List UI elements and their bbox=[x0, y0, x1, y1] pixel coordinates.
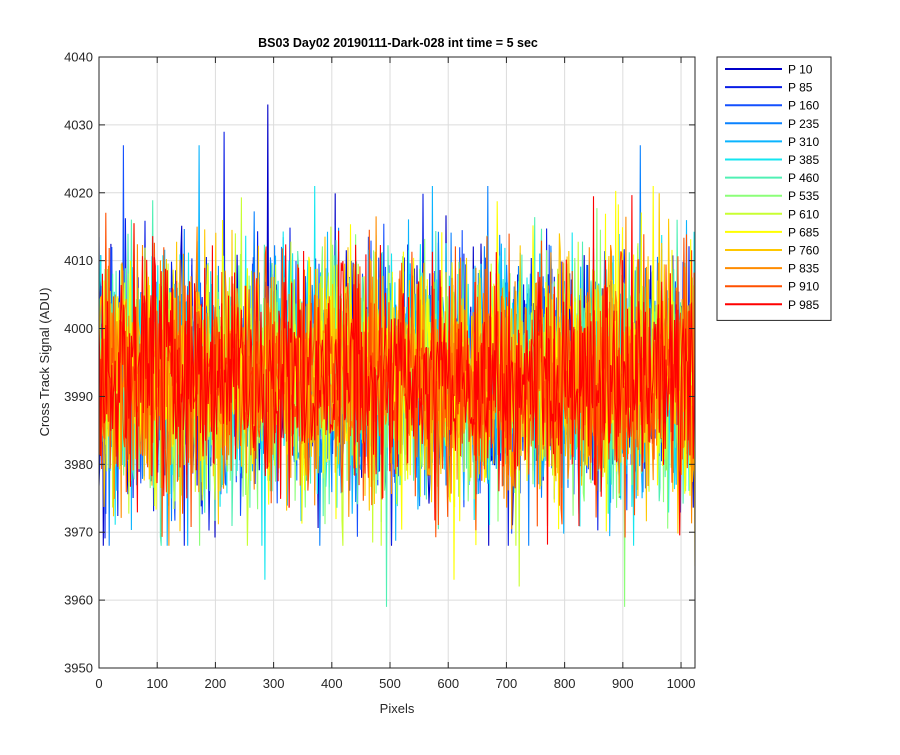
plot-border bbox=[98, 56, 696, 669]
x-tick-label: 0 bbox=[95, 676, 102, 691]
legend-label: P 535 bbox=[788, 189, 819, 203]
legend-label: P 235 bbox=[788, 117, 819, 131]
x-tick-label: 900 bbox=[612, 676, 634, 691]
y-axis-label: Cross Track Signal (ADU) bbox=[37, 288, 52, 437]
y-tick-label: 4040 bbox=[64, 50, 93, 65]
legend-label: P 460 bbox=[788, 171, 819, 185]
legend-label: P 85 bbox=[788, 81, 813, 95]
x-tick-label: 100 bbox=[146, 676, 168, 691]
legend-label: P 685 bbox=[788, 225, 819, 239]
x-tick-label: 1000 bbox=[667, 676, 696, 691]
x-axis-label: Pixels bbox=[380, 701, 415, 716]
y-tick-label: 4010 bbox=[64, 253, 93, 268]
chart-title: BS03 Day02 20190111-Dark-028 int time = … bbox=[258, 36, 538, 50]
legend: P 10 P 85 P 160 P 235 P 310 P 385 P 460 P 535 P … bbox=[716, 56, 832, 321]
x-tick-label: 400 bbox=[321, 676, 343, 691]
x-tick-label: 500 bbox=[379, 676, 401, 691]
x-tick-label: 600 bbox=[437, 676, 459, 691]
y-tick-label: 3960 bbox=[64, 593, 93, 608]
y-tick-label: 3970 bbox=[64, 525, 93, 540]
legend-label: P 835 bbox=[788, 262, 819, 276]
legend-label: P 910 bbox=[788, 280, 819, 294]
series-line bbox=[99, 195, 695, 545]
y-tick-label: 3980 bbox=[64, 457, 93, 472]
x-tick-label: 700 bbox=[496, 676, 518, 691]
legend-label: P 10 bbox=[788, 63, 813, 77]
legend-label: P 985 bbox=[788, 298, 819, 312]
legend-box bbox=[716, 56, 832, 321]
series-group bbox=[99, 104, 695, 607]
legend-label: P 760 bbox=[788, 244, 819, 258]
legend-label: P 310 bbox=[788, 135, 819, 149]
y-tick-label: 4000 bbox=[64, 321, 93, 336]
y-tick-label: 4020 bbox=[64, 185, 93, 200]
legend-label: P 385 bbox=[788, 153, 819, 167]
y-tick-label: 3990 bbox=[64, 389, 93, 404]
y-tick-label: 3950 bbox=[64, 661, 93, 676]
y-tick-label: 4030 bbox=[64, 117, 93, 132]
x-tick-label: 800 bbox=[554, 676, 576, 691]
x-tick-label: 200 bbox=[205, 676, 227, 691]
x-tick-label: 300 bbox=[263, 676, 285, 691]
legend-label: P 610 bbox=[788, 207, 819, 221]
legend-label: P 160 bbox=[788, 99, 819, 113]
